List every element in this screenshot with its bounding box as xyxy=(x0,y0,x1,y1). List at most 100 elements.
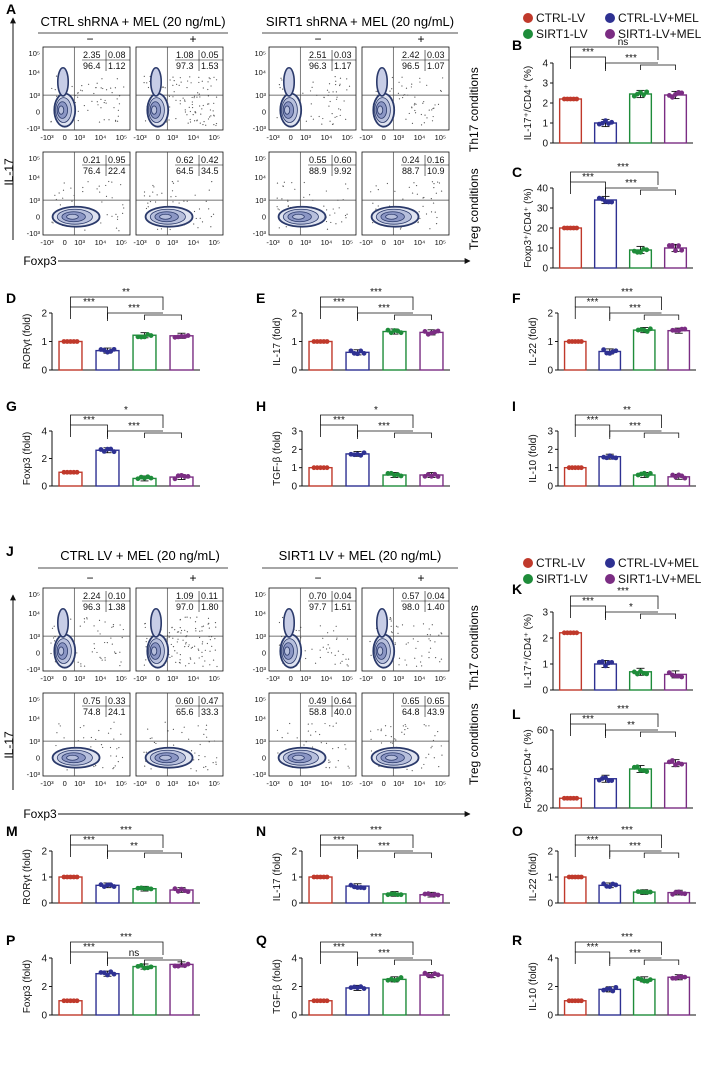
flow-x-tick-label: 10⁴ xyxy=(414,238,426,247)
event-dot xyxy=(324,722,326,725)
chart-y-tick-label: 3 xyxy=(547,427,553,438)
event-dot xyxy=(143,195,146,197)
chart-y-tick-label: 2 xyxy=(542,634,548,645)
event-dot xyxy=(287,205,289,207)
quadrant-value-ll: 96.3 xyxy=(309,61,327,71)
flow-y-tick-label: 10⁴ xyxy=(28,173,40,182)
sig-bracket xyxy=(394,314,432,320)
event-dot xyxy=(278,84,281,86)
data-point xyxy=(105,972,110,978)
event-dot xyxy=(281,737,283,739)
data-point xyxy=(609,119,615,125)
quadrant-value-lr: 10.9 xyxy=(427,166,445,176)
bar xyxy=(345,987,370,1016)
event-dot xyxy=(328,105,330,107)
event-dot xyxy=(103,101,105,104)
sig-bracket xyxy=(609,850,662,859)
event-dot xyxy=(201,626,203,628)
event-dot xyxy=(404,723,406,726)
sig-label: *** xyxy=(582,714,594,725)
event-dot xyxy=(209,116,211,118)
contour-ring xyxy=(151,646,158,656)
chart-y-tick-label: 2 xyxy=(291,982,297,993)
event-dot xyxy=(201,630,203,632)
event-dot xyxy=(384,725,387,727)
flow-x-tick-label: 0 xyxy=(289,779,293,788)
quadrant-value-ur: 0.60 xyxy=(334,155,352,165)
event-dot xyxy=(335,98,338,100)
event-dot xyxy=(298,630,300,632)
chart-y-axis-label: IL-10 (fold) xyxy=(528,434,539,482)
flow-x-tick-label: 10⁵ xyxy=(342,238,353,247)
event-dot xyxy=(169,635,171,637)
event-dot xyxy=(102,87,104,90)
event-dot xyxy=(428,628,430,630)
event-dot xyxy=(111,181,113,183)
bar xyxy=(95,449,120,487)
event-dot xyxy=(189,118,191,121)
data-point xyxy=(398,330,404,336)
event-dot xyxy=(201,655,203,658)
event-dot xyxy=(334,212,336,214)
event-dot xyxy=(419,217,421,220)
contour-ring xyxy=(66,754,79,761)
flow-x-tick-label: 10³ xyxy=(393,674,404,683)
sig-bracket xyxy=(70,296,164,310)
event-dot xyxy=(332,748,334,750)
event-dot xyxy=(168,119,170,121)
event-dot xyxy=(50,652,52,655)
event-dot xyxy=(391,742,394,744)
event-dot xyxy=(398,98,401,100)
event-dot xyxy=(433,187,435,189)
event-dot xyxy=(431,120,434,122)
event-dot xyxy=(169,79,171,81)
panel-label-m: M xyxy=(6,823,18,839)
event-dot xyxy=(198,93,200,95)
sig-bracket xyxy=(394,852,432,858)
event-dot xyxy=(202,665,204,667)
sig-bracket xyxy=(70,951,108,964)
event-dot xyxy=(113,107,115,109)
event-dot xyxy=(335,766,337,768)
data-point xyxy=(355,351,360,357)
legend-entry: SIRT1-LV+MEL xyxy=(618,572,702,586)
event-dot xyxy=(145,659,147,661)
flow-y-tick-label: 10⁴ xyxy=(28,68,40,77)
data-point xyxy=(647,471,653,476)
event-dot xyxy=(120,661,122,663)
event-dot xyxy=(390,726,392,728)
bar xyxy=(663,762,688,809)
event-dot xyxy=(191,101,193,103)
event-dot xyxy=(322,646,324,648)
flow-x-tick-label: 10⁴ xyxy=(188,133,200,142)
sig-bracket xyxy=(570,171,659,185)
sig-bracket xyxy=(320,296,414,310)
event-dot xyxy=(312,81,314,83)
chart-y-axis-label: Foxp3 (fold) xyxy=(22,432,33,485)
row-condition-label: Treg conditions xyxy=(467,703,481,785)
event-dot xyxy=(425,213,428,215)
quadrant-value-ur: 0.11 xyxy=(201,591,218,601)
legend-entry: CTRL-LV+MEL xyxy=(618,556,699,570)
quadrant-value-ur: 0.95 xyxy=(108,155,126,165)
panel-label-l: L xyxy=(512,706,521,722)
event-dot xyxy=(347,188,349,190)
sig-bracket xyxy=(640,64,676,70)
event-dot xyxy=(105,184,107,187)
data-point xyxy=(578,998,584,1004)
event-dot xyxy=(168,636,170,638)
event-dot xyxy=(123,207,125,209)
event-dot xyxy=(81,90,83,92)
event-dot xyxy=(375,208,377,210)
event-dot xyxy=(185,636,187,638)
flow-x-tick-label: -10³ xyxy=(266,238,280,247)
event-dot xyxy=(201,651,203,653)
event-dot xyxy=(83,104,85,107)
event-dot xyxy=(215,96,218,98)
group-title-right-top: SIRT1 shRNA + MEL (20 ng/mL) xyxy=(266,14,454,29)
event-dot xyxy=(172,744,175,746)
event-dot xyxy=(336,637,338,639)
event-dot xyxy=(426,633,429,636)
event-dot xyxy=(210,636,213,638)
event-dot xyxy=(428,651,430,653)
